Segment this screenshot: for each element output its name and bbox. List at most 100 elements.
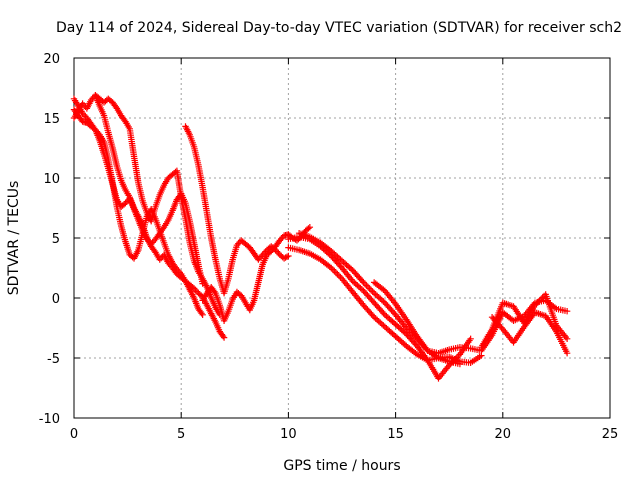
data-point-marker	[377, 295, 384, 302]
data-point-marker	[355, 283, 363, 290]
series-sat-track-f	[199, 224, 314, 324]
data-point-marker	[369, 312, 377, 319]
data-point-marker	[338, 257, 346, 264]
data-point-marker	[381, 311, 389, 318]
data-point-marker	[282, 254, 289, 261]
data-point-marker	[326, 263, 333, 270]
data-point-marker	[386, 315, 393, 323]
data-point-marker	[283, 253, 291, 260]
data-point-marker	[393, 322, 401, 329]
data-point-marker	[387, 317, 395, 324]
data-point-marker	[398, 338, 405, 346]
data-point-marker	[467, 335, 474, 342]
data-point-marker	[343, 261, 350, 269]
data-point-marker	[380, 298, 387, 305]
data-point-marker	[400, 328, 407, 335]
data-point-marker	[386, 327, 393, 335]
plot-frame	[73, 57, 611, 419]
data-point-marker	[563, 335, 571, 342]
data-point-marker	[335, 272, 343, 279]
data-point-marker	[380, 286, 387, 293]
data-point-marker	[456, 360, 464, 368]
series-sat-track-k	[478, 291, 571, 351]
data-point-marker	[332, 252, 340, 259]
data-point-marker	[354, 282, 361, 289]
data-point-marker	[349, 278, 356, 285]
data-point-marker	[328, 248, 335, 255]
data-point-marker	[331, 267, 338, 275]
x-tick-label: 5	[177, 427, 185, 442]
data-point-marker	[357, 284, 364, 292]
data-point-marker	[383, 324, 390, 332]
data-point-marker	[372, 315, 379, 322]
y-tick-label: 15	[43, 112, 60, 127]
x-tick-label: 25	[602, 427, 619, 442]
data-markers	[70, 92, 571, 382]
data-point-marker	[380, 310, 387, 317]
y-tick-label: 0	[52, 292, 60, 307]
data-point-marker	[374, 316, 381, 324]
y-tick-label: -10	[39, 412, 60, 427]
data-point-marker	[551, 304, 559, 311]
y-tick-label: -5	[47, 352, 60, 367]
data-point-marker	[335, 254, 343, 262]
data-point-marker	[285, 252, 292, 260]
x-tick-label: 20	[495, 427, 512, 442]
data-point-marker	[151, 247, 158, 255]
data-point-marker	[370, 314, 378, 321]
data-point-marker	[306, 224, 314, 231]
data-point-marker	[199, 311, 206, 318]
data-point-marker	[112, 103, 120, 111]
x-tick-label: 0	[70, 427, 78, 442]
data-point-marker	[412, 350, 419, 357]
data-point-marker	[390, 331, 398, 339]
data-point-marker	[381, 323, 389, 330]
x-tick-label: 10	[280, 427, 297, 442]
data-point-marker	[329, 249, 337, 256]
data-point-marker	[358, 286, 366, 293]
data-point-marker	[383, 312, 390, 320]
data-point-marker	[387, 329, 395, 336]
data-point-marker	[563, 350, 571, 357]
data-point-marker	[90, 125, 98, 132]
data-point-marker	[395, 323, 402, 331]
data-point-marker	[393, 334, 401, 341]
data-point-marker	[347, 265, 355, 273]
series-sat-track-l	[488, 309, 571, 357]
data-point-marker	[389, 318, 396, 325]
data-point-marker	[346, 264, 353, 271]
data-point-marker	[392, 321, 399, 328]
data-point-marker	[341, 260, 349, 267]
x-tick-label: 15	[387, 427, 404, 442]
data-point-marker	[211, 288, 218, 295]
data-point-marker	[352, 280, 359, 288]
data-point-marker	[401, 329, 408, 336]
data-point-marker	[377, 319, 384, 326]
data-point-marker	[375, 318, 382, 325]
data-point-marker	[266, 249, 274, 256]
data-point-marker	[367, 286, 375, 294]
data-point-marker	[332, 269, 340, 276]
x-axis-label: GPS time / hours	[283, 458, 400, 474]
data-point-marker	[374, 292, 381, 300]
series-sat-track-d	[92, 92, 223, 318]
y-tick-label: 10	[43, 172, 60, 187]
data-point-marker	[305, 225, 312, 232]
data-point-marker	[344, 263, 352, 270]
series-sat-track-c	[70, 106, 206, 318]
grid-lines	[74, 58, 610, 418]
data-point-marker	[389, 330, 396, 337]
chart-title: Day 114 of 2024, Sidereal Day-to-day VTE…	[56, 20, 622, 36]
data-point-marker	[370, 290, 378, 297]
tick-labels: 0 5 10 15 20 25 -10 -5 0 5 10 15 20	[39, 52, 619, 442]
data-point-marker	[120, 201, 128, 208]
data-point-marker	[380, 322, 387, 329]
data-point-marker	[396, 325, 404, 332]
series-sat-track-h	[285, 233, 474, 382]
data-point-marker	[334, 253, 341, 260]
data-point-marker	[384, 314, 392, 321]
data-point-marker	[331, 250, 338, 258]
data-point-marker	[539, 294, 546, 301]
y-tick-label: 20	[43, 52, 60, 67]
data-point-marker	[372, 291, 379, 298]
